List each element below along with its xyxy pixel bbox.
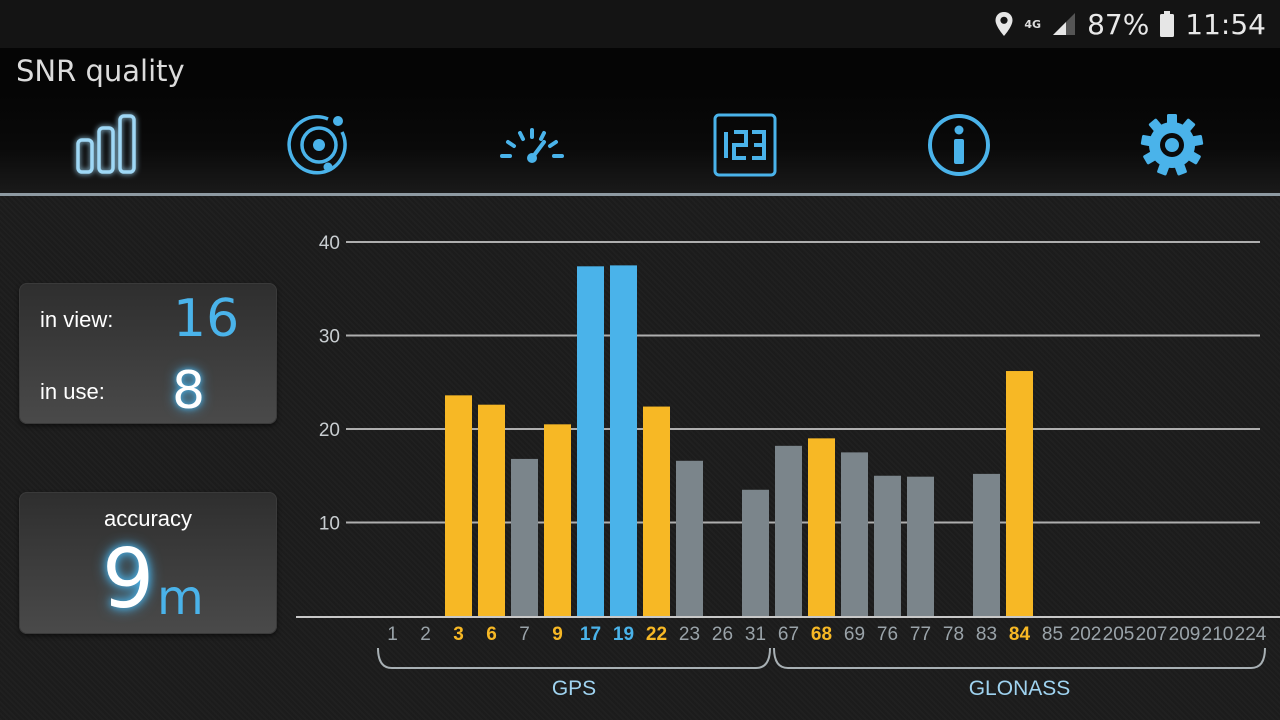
settings-gear-icon [1140, 114, 1204, 176]
y-tick-label: 10 [319, 514, 340, 535]
prn-label: 207 [1136, 624, 1168, 645]
prn-label: 78 [943, 624, 964, 645]
tab-speed[interactable] [492, 106, 572, 184]
in-view-value: 16 [173, 289, 240, 349]
prn-label: 85 [1042, 624, 1063, 645]
snr-bar [907, 476, 934, 616]
prn-label: 31 [745, 624, 766, 645]
location-icon [995, 12, 1013, 36]
battery-percent: 87% [1087, 7, 1150, 41]
satellite-count-panel: in view: 16 in use: 8 [19, 283, 277, 424]
prn-label: 23 [679, 624, 700, 645]
in-use-value: 8 [172, 361, 206, 421]
tab-settings[interactable] [1132, 106, 1212, 184]
in-view-label: in view: [40, 307, 114, 332]
network-type: 4G [1024, 17, 1042, 31]
group-bracket [773, 647, 1266, 669]
group-label: GPS [552, 677, 596, 700]
in-use-label: in use: [40, 379, 105, 404]
status-bar: 4G 87% 11:54 [0, 0, 1280, 48]
y-tick-label: 40 [319, 233, 340, 254]
battery-icon [1160, 11, 1175, 37]
snr-bar [808, 438, 835, 616]
prn-label: 19 [613, 624, 634, 645]
prn-label: 67 [778, 624, 799, 645]
prn-label: 69 [844, 624, 865, 645]
tab-satellite-view[interactable] [279, 106, 359, 184]
tab-info[interactable] [919, 106, 999, 184]
snr-bar [511, 458, 538, 616]
prn-label: 68 [811, 624, 832, 645]
snr-bar [643, 406, 670, 616]
info-icon [928, 114, 990, 176]
snr-bar [742, 489, 769, 616]
digits-123-icon [713, 113, 777, 177]
prn-label: 84 [1009, 624, 1031, 645]
tab-numeric[interactable] [705, 106, 785, 184]
snr-bar [445, 395, 472, 616]
prn-label: 22 [646, 624, 667, 645]
group-bracket [377, 647, 771, 669]
accuracy-value: 9 [102, 532, 155, 627]
speedometer-icon [500, 128, 564, 163]
prn-label: 205 [1103, 624, 1135, 645]
accuracy-unit: m [157, 570, 204, 626]
snr-bar [544, 424, 571, 616]
prn-label: 77 [910, 624, 931, 645]
snr-bar [478, 404, 505, 616]
prn-label: 2 [420, 624, 431, 645]
page-title: SNR quality [16, 54, 185, 88]
prn-label: 26 [712, 624, 733, 645]
toolbar [0, 94, 1280, 196]
snr-bar [841, 452, 868, 616]
y-tick-label: 30 [319, 327, 340, 348]
accuracy-label: accuracy [103, 506, 193, 531]
snr-bar [1006, 371, 1033, 616]
prn-label: 210 [1202, 624, 1234, 645]
prn-label: 7 [519, 624, 530, 645]
prn-label: 3 [453, 624, 464, 645]
snr-bar [874, 475, 901, 616]
snr-bar [610, 265, 637, 616]
group-label: GLONASS [969, 677, 1071, 700]
signal-icon [1053, 13, 1076, 35]
satellite-radar-icon [287, 115, 347, 175]
title-bar: SNR quality [0, 48, 1280, 94]
prn-label: 1 [387, 624, 398, 645]
snr-bars-icon [76, 114, 136, 174]
prn-label: 76 [877, 624, 898, 645]
snr-bar [577, 266, 604, 616]
y-tick-label: 20 [319, 420, 340, 441]
prn-label: 83 [976, 624, 997, 645]
tab-snr-quality[interactable] [66, 106, 146, 184]
snr-bar [775, 445, 802, 616]
accuracy-panel: accuracy 9 m [19, 492, 277, 634]
prn-label: 17 [580, 624, 601, 645]
prn-label: 224 [1235, 624, 1267, 645]
snr-bar [676, 460, 703, 616]
prn-label: 6 [486, 624, 497, 645]
prn-label: 202 [1070, 624, 1102, 645]
prn-label: 209 [1169, 624, 1201, 645]
snr-bar [973, 473, 1000, 616]
prn-label: 9 [552, 624, 563, 645]
clock: 11:54 [1185, 7, 1266, 41]
